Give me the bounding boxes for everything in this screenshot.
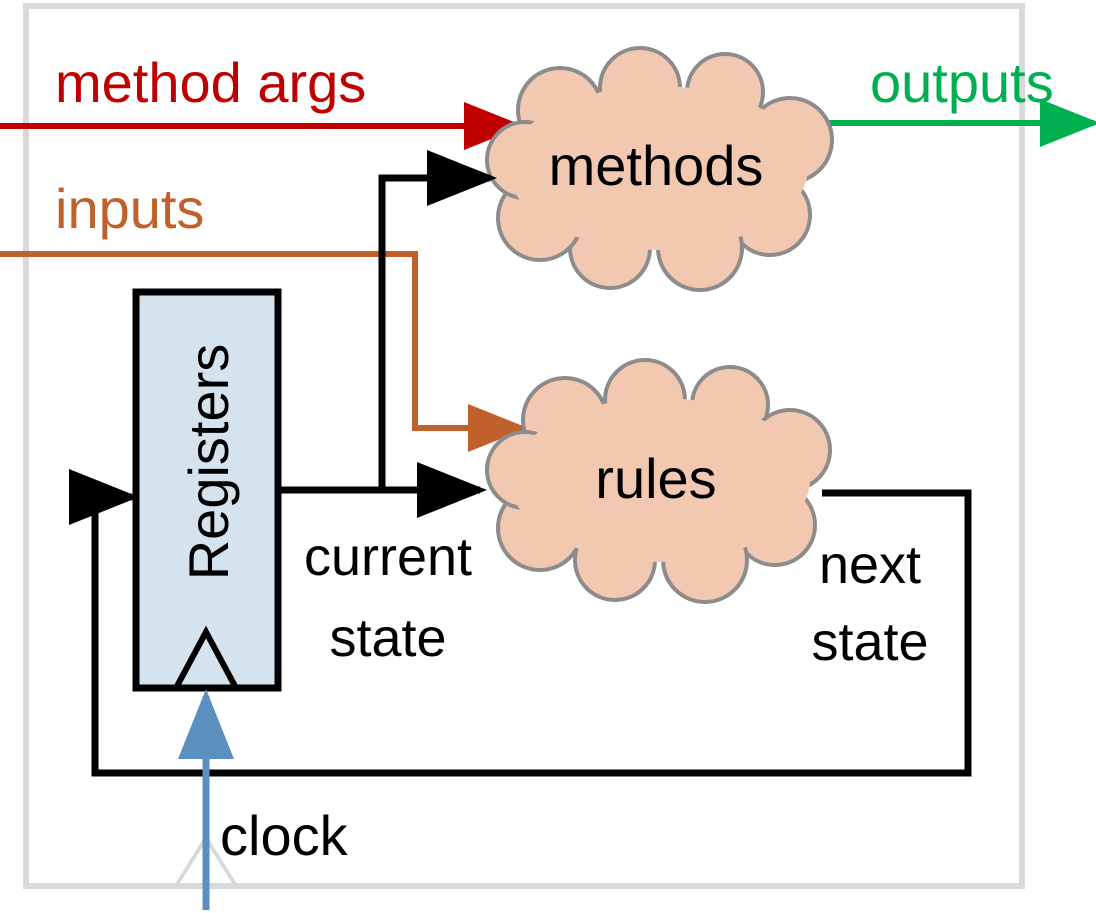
next-state-label-line1: next: [819, 535, 921, 595]
register-clock-triangle: [173, 625, 239, 690]
clock-label: clock: [220, 804, 349, 867]
inputs-label: inputs: [55, 177, 204, 240]
next-state-feedback-wire: [69, 469, 972, 777]
module-frame: [23, 3, 1025, 889]
rules-cloud: [485, 358, 832, 604]
registers-box: [132, 288, 282, 692]
method-args-label: method args: [55, 51, 366, 114]
outputs-label: outputs: [870, 51, 1054, 114]
current-state-label-line2: state: [329, 608, 446, 668]
rules-label: rules: [595, 447, 716, 510]
current-state-label-line1: current: [304, 527, 472, 587]
inputs-wire: [0, 251, 528, 452]
methods-label: methods: [549, 134, 764, 197]
methods-cloud: [485, 46, 834, 292]
current-state-to-methods-wire: [378, 150, 497, 490]
registers-label: Registers: [177, 344, 240, 581]
next-state-label-line2: state: [811, 612, 928, 672]
